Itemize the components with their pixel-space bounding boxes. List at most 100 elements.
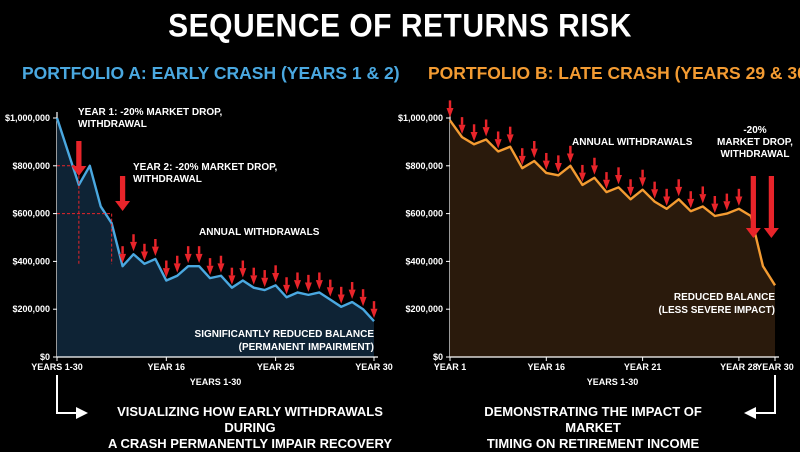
crash-arrow-year-2-shaft	[120, 176, 125, 201]
withdrawal-arrow	[507, 127, 514, 144]
withdrawal-arrow-shaft	[557, 155, 559, 163]
withdrawal-arrow-shaft	[714, 196, 716, 204]
withdrawal-arrow	[579, 165, 586, 182]
withdrawal-arrow-head	[699, 194, 706, 203]
withdrawal-arrow-shaft	[702, 186, 704, 194]
withdrawal-arrow-shaft	[521, 148, 523, 156]
withdrawal-arrow	[687, 191, 694, 208]
caption-a: VISUALIZING HOW EARLY WITHDRAWALS DURING…	[95, 404, 405, 452]
withdrawal-arrow-head	[483, 127, 490, 136]
x-axis-title: YEARS 1-30	[190, 377, 242, 387]
x-tick-label: YEAR 28	[720, 362, 758, 372]
withdrawal-arrow-shaft	[176, 256, 178, 264]
withdrawal-arrow	[723, 194, 730, 211]
withdrawal-arrow	[495, 131, 502, 148]
withdrawal-arrow-head	[316, 280, 323, 289]
withdrawal-arrow-shaft	[653, 182, 655, 190]
crash-arrow-year-30	[764, 176, 779, 238]
annotation-result-line-1: REDUCED BALANCE	[674, 292, 775, 303]
withdrawal-arrow	[360, 289, 367, 306]
withdrawal-arrow	[627, 179, 634, 196]
withdrawal-arrow-head	[141, 251, 148, 260]
withdrawal-arrow-head	[185, 254, 192, 263]
withdrawal-arrow-head	[152, 247, 159, 256]
withdrawal-arrow	[130, 234, 137, 251]
withdrawal-arrow	[283, 277, 290, 294]
y-tick-label: $400,000	[405, 256, 443, 266]
withdrawal-arrow-shaft	[362, 289, 364, 297]
withdrawal-arrow-head	[627, 187, 634, 196]
annotation-withdrawals: ANNUAL WITHDRAWALS	[199, 227, 320, 238]
crash-arrow-year-2	[115, 176, 130, 211]
withdrawal-arrow-shaft	[690, 191, 692, 199]
withdrawal-arrow-shaft	[641, 170, 643, 178]
withdrawal-arrow-head	[603, 180, 610, 189]
withdrawal-arrow-head	[272, 273, 279, 282]
caption-b-line-2: TIMING ON RETIREMENT INCOME	[478, 436, 708, 452]
withdrawal-arrow-head	[519, 156, 526, 165]
y-tick-label: $200,000	[12, 304, 50, 314]
withdrawal-arrow	[174, 256, 181, 273]
withdrawal-arrow-head	[639, 177, 646, 186]
withdrawal-arrow	[261, 270, 268, 287]
withdrawal-arrow	[228, 268, 235, 285]
withdrawal-arrow	[675, 179, 682, 196]
withdrawal-arrow	[531, 141, 538, 158]
withdrawal-arrow-shaft	[154, 239, 156, 247]
withdrawal-arrow-shaft	[485, 120, 487, 128]
withdrawal-arrow-head	[250, 275, 257, 284]
withdrawal-arrow	[603, 172, 610, 189]
annotation-year-1-line-2: WITHDRAWAL	[78, 119, 147, 130]
withdrawal-arrow-shaft	[545, 153, 547, 161]
withdrawal-arrow-shaft	[593, 158, 595, 166]
withdrawal-arrow	[567, 146, 574, 163]
withdrawal-arrow	[294, 272, 301, 289]
withdrawal-arrow	[217, 256, 224, 273]
withdrawal-arrow-head	[507, 134, 514, 143]
withdrawal-arrow-head	[687, 199, 694, 208]
withdrawal-arrow	[272, 265, 279, 282]
withdrawal-arrow	[349, 282, 356, 299]
withdrawal-arrow	[250, 268, 257, 285]
withdrawal-arrow-shaft	[329, 280, 331, 288]
withdrawal-arrow-shaft	[340, 287, 342, 295]
withdrawal-arrow-shaft	[581, 165, 583, 173]
withdrawal-arrow-shaft	[274, 265, 276, 273]
withdrawal-arrow-shaft	[263, 270, 265, 278]
y-tick-label: $200,000	[405, 304, 443, 314]
withdrawal-arrow-head	[294, 280, 301, 289]
withdrawal-arrow	[338, 287, 345, 304]
annotation-year-2-line-1: YEAR 2: -20% MARKET DROP,	[133, 162, 278, 173]
withdrawal-arrow	[663, 189, 670, 206]
withdrawal-arrow-shaft	[307, 275, 309, 283]
withdrawal-arrow-shaft	[165, 261, 167, 269]
crash-arrow-year-29	[746, 176, 761, 238]
y-tick-label: $600,000	[12, 209, 50, 219]
withdrawal-arrow-shaft	[143, 244, 145, 252]
withdrawal-arrow-head	[217, 263, 224, 272]
withdrawal-arrow-head	[261, 278, 268, 287]
y-tick-label: $1,000,000	[5, 113, 50, 123]
withdrawal-arrow-shaft	[198, 246, 200, 254]
annotation-crash-line-2: MARKET DROP,	[717, 137, 793, 148]
withdrawal-arrow-shaft	[449, 100, 451, 108]
crash-arrow-year-2-head	[115, 201, 130, 211]
withdrawal-arrow	[471, 124, 478, 141]
withdrawal-arrow-shaft	[677, 179, 679, 187]
withdrawal-arrow-shaft	[132, 234, 134, 242]
withdrawal-arrow	[207, 258, 214, 275]
withdrawal-arrow-head	[447, 108, 454, 117]
x-tick-label: YEAR 30	[355, 362, 393, 372]
x-tick-label: YEAR 21	[624, 362, 662, 372]
x-tick-label: YEAR 1	[434, 362, 467, 372]
withdrawal-arrow-head	[459, 125, 466, 134]
withdrawal-arrow-shaft	[187, 246, 189, 254]
caption-a-arrow	[57, 375, 86, 413]
withdrawal-arrow-head	[495, 139, 502, 148]
caption-b: DEMONSTRATING THE IMPACT OF MARKET TIMIN…	[478, 404, 708, 452]
withdrawal-arrow	[483, 120, 490, 137]
withdrawal-arrow	[152, 239, 159, 256]
withdrawal-arrow-head	[591, 165, 598, 174]
series-area	[450, 120, 775, 357]
withdrawal-arrow-shaft	[296, 272, 298, 280]
